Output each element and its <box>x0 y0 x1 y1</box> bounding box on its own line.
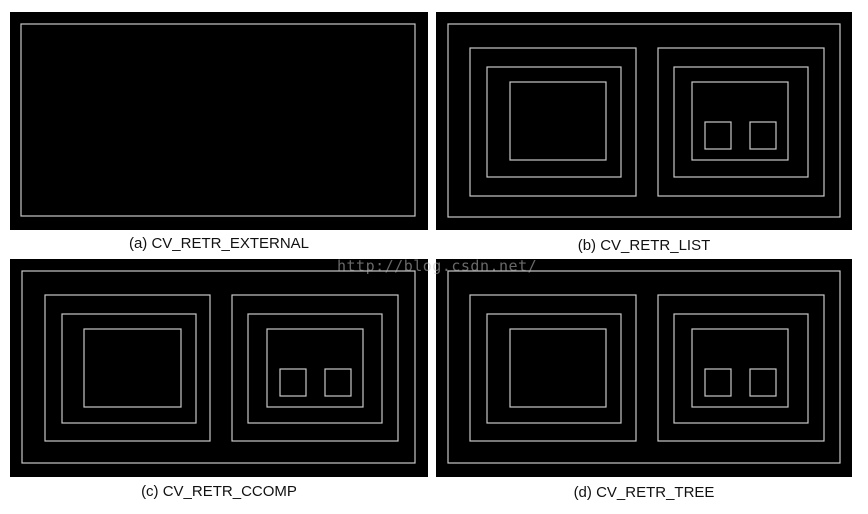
left-box-middle <box>61 313 197 424</box>
left-box-inner <box>509 328 607 408</box>
caption-a: (a) CV_RETR_EXTERNAL <box>128 235 310 252</box>
panel-a-contours <box>20 23 416 217</box>
right-box-outer <box>657 294 825 442</box>
panel-b-contours <box>447 23 841 218</box>
panel-d-tree <box>436 259 852 477</box>
outer-contour <box>21 270 416 464</box>
right-box-outer <box>657 47 825 197</box>
panel-c-ccomp <box>10 259 428 477</box>
right-box-middle <box>247 313 383 424</box>
hole-right <box>324 368 352 397</box>
right-box-outer <box>231 294 399 442</box>
left-box-middle <box>486 313 622 424</box>
hole-right <box>749 121 777 150</box>
left-box-outer <box>469 294 637 442</box>
left-box-inner <box>509 81 607 161</box>
left-box-middle <box>486 66 622 178</box>
right-box-middle <box>673 313 809 424</box>
right-box-middle <box>673 66 809 178</box>
right-box-inner <box>691 81 789 161</box>
left-box-outer <box>44 294 211 442</box>
left-box-inner <box>83 328 182 408</box>
caption-d: (d) CV_RETR_TREE <box>573 484 715 501</box>
watermark: http://blog.csdn.net/ <box>337 257 538 275</box>
outer-contour <box>447 23 841 218</box>
outer-contour <box>447 270 841 464</box>
hole-left <box>704 368 732 397</box>
caption-c: (c) CV_RETR_CCOMP <box>141 483 297 500</box>
right-box-inner <box>691 328 789 408</box>
panel-b-list <box>436 12 852 230</box>
right-box-inner <box>266 328 364 408</box>
left-box-outer <box>469 47 637 197</box>
caption-b: (b) CV_RETR_LIST <box>577 237 711 254</box>
panel-c-contours <box>21 270 416 464</box>
outer-contour <box>20 23 416 217</box>
hole-left <box>704 121 732 150</box>
hole-left <box>279 368 307 397</box>
hole-right <box>749 368 777 397</box>
panel-a-external <box>10 12 428 230</box>
panel-d-contours <box>447 270 841 464</box>
